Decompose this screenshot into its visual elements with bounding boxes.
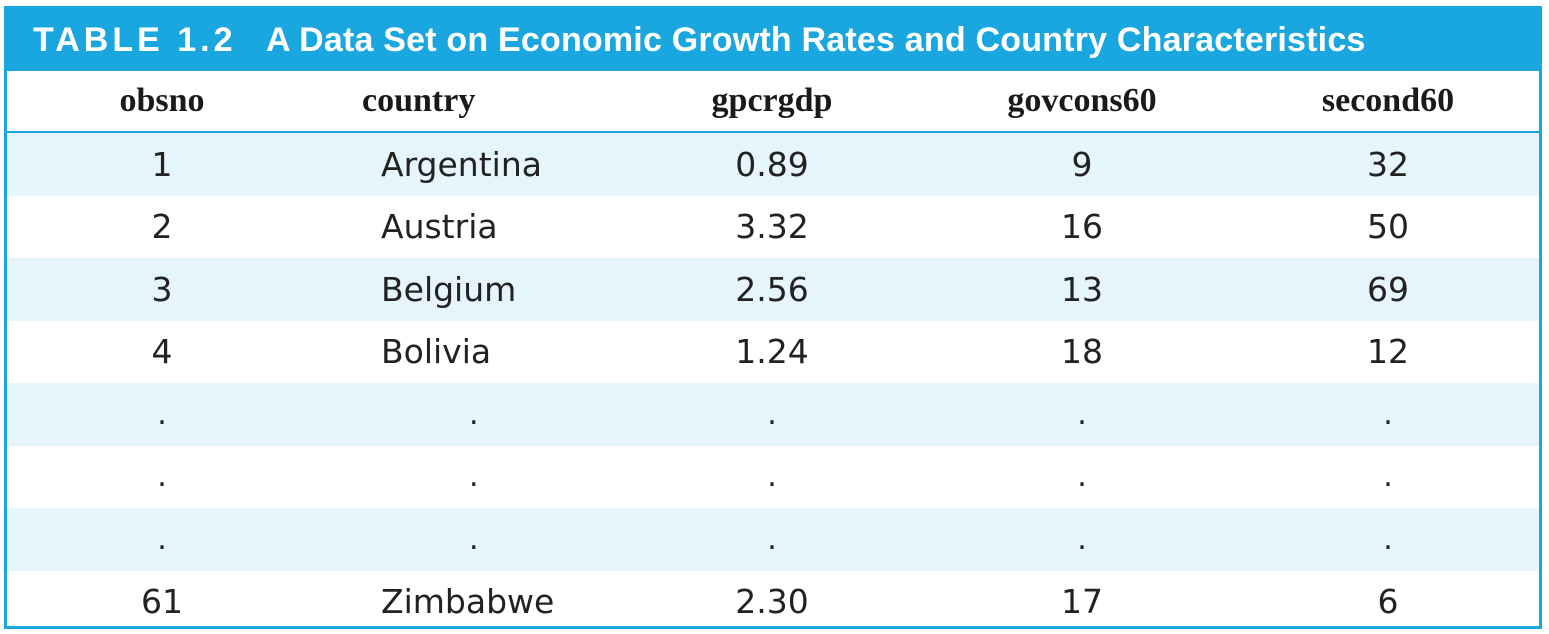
table-row: 2 Austria 3.32 16 50 (7, 196, 1539, 259)
cell-gpcrgdp: 2.30 (735, 582, 809, 622)
cell-gpcrgdp: . (767, 459, 777, 495)
cell-govcons60: . (1077, 459, 1087, 495)
column-header-country: country (317, 71, 617, 133)
table-row: 1 Argentina 0.89 9 32 (7, 132, 1539, 196)
cell-gpcrgdp: . (617, 508, 927, 571)
cell-obsno: . (157, 459, 167, 495)
cell-second60: 69 (1237, 258, 1539, 321)
cell-govcons60: 16 (1061, 207, 1103, 247)
cell-obsno: 3 (7, 258, 317, 321)
cell-second60: . (1237, 383, 1539, 446)
table-number: TABLE 1.2 (33, 21, 237, 59)
cell-country: . (469, 459, 479, 495)
cell-country: . (317, 508, 617, 571)
cell-gpcrgdp: 0.89 (617, 132, 927, 196)
cell-second60: 12 (1367, 332, 1409, 372)
cell-second60: 50 (1367, 207, 1409, 247)
table-row-ellipsis: . . . . . (7, 383, 1539, 446)
cell-govcons60: . (927, 383, 1237, 446)
cell-govcons60: 13 (927, 258, 1237, 321)
cell-obsno: 4 (151, 332, 173, 372)
cell-obsno: . (7, 383, 317, 446)
cell-govcons60: 17 (1061, 582, 1103, 622)
column-header-gpcrgdp: gpcrgdp (617, 71, 927, 133)
data-table-frame: TABLE 1.2 A Data Set on Economic Growth … (4, 6, 1542, 629)
cell-second60: . (1237, 508, 1539, 571)
table-row: 61 Zimbabwe 2.30 17 6 (7, 571, 1539, 634)
cell-obsno: 1 (7, 132, 317, 196)
table-row-ellipsis: . . . . . (7, 446, 1539, 509)
table-header-row: obsno country gpcrgdp govcons60 second60 (7, 71, 1539, 133)
table-title-bar: TABLE 1.2 A Data Set on Economic Growth … (7, 9, 1539, 71)
column-header-second60: second60 (1237, 71, 1539, 133)
cell-govcons60: 18 (1061, 332, 1103, 372)
cell-obsno: 2 (151, 207, 173, 247)
cell-gpcrgdp: . (617, 383, 927, 446)
cell-country: Argentina (317, 132, 617, 196)
cell-second60: 6 (1377, 582, 1399, 622)
table-row: 3 Belgium 2.56 13 69 (7, 258, 1539, 321)
cell-govcons60: . (927, 508, 1237, 571)
column-header-govcons60: govcons60 (927, 71, 1237, 133)
cell-obsno: . (7, 508, 317, 571)
data-table: obsno country gpcrgdp govcons60 second60… (7, 71, 1539, 633)
cell-country: . (317, 383, 617, 446)
cell-gpcrgdp: 3.32 (735, 207, 809, 247)
cell-country: Austria (381, 207, 498, 247)
table-row-ellipsis: . . . . . (7, 508, 1539, 571)
cell-country: Belgium (317, 258, 617, 321)
cell-second60: 32 (1237, 132, 1539, 196)
cell-second60: . (1383, 459, 1393, 495)
table-row: 4 Bolivia 1.24 18 12 (7, 321, 1539, 384)
cell-gpcrgdp: 2.56 (617, 258, 927, 321)
cell-country: Zimbabwe (381, 582, 555, 622)
cell-gpcrgdp: 1.24 (735, 332, 809, 372)
cell-country: Bolivia (381, 332, 492, 372)
table-title: A Data Set on Economic Growth Rates and … (265, 21, 1366, 59)
column-header-obsno: obsno (7, 71, 317, 133)
cell-obsno: 61 (141, 582, 183, 622)
cell-govcons60: 9 (927, 132, 1237, 196)
